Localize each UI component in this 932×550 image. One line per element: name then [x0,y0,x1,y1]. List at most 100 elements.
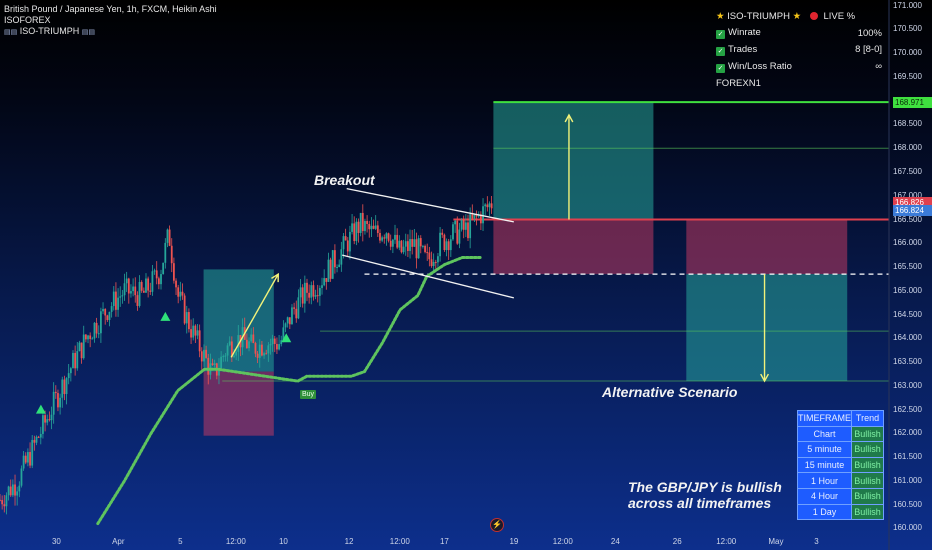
bull-candle [464,222,467,230]
bull-candle [61,379,64,398]
bull-candle [398,240,401,248]
bear-candle [396,234,399,248]
bear-candle [172,263,175,281]
live-label: LIVE % [823,10,856,22]
bear-candle [325,278,328,282]
bear-candle [74,352,77,369]
table-row: 4 Hour Bullish [797,487,884,505]
stats-footer: FOREXN1 [716,75,882,92]
bull-candle [16,491,19,496]
stats-panel: ★ ISO-TRIUMPH ★ LIVE % ✓ Winrate 100% ✓ Tr… [716,8,882,92]
x-tick-label: 12:00 [552,537,573,546]
timeframe-table: TIMEFRAME Trend Chart Bullish 5 minute Bul… [797,410,884,521]
bull-candle [391,239,394,247]
bull-candle [338,264,341,267]
bear-candle [0,499,1,501]
trend-cell: Bullish [851,487,884,505]
bull-candle [82,334,85,359]
bull-candle [11,484,14,496]
bear-candle [426,252,429,254]
bull-candle [286,317,289,324]
bear-candle [293,307,296,309]
bear-candle [170,245,173,264]
bear-candle [211,363,214,366]
stat-value: 100% [857,27,882,39]
bull-candle [422,245,424,247]
bear-candle [486,204,489,208]
bull-candle [271,338,274,345]
bear-candle [140,281,143,291]
bear-candle [136,295,139,306]
bear-candle [245,339,248,349]
y-tick-label: 161.000 [893,475,922,485]
bull-candle [20,468,23,486]
y-tick-label: 167.500 [893,166,922,176]
y-tick-label: 166.500 [893,214,922,224]
loss-zone [493,219,654,275]
bull-candle [370,225,373,230]
bull-candle [284,323,287,328]
bull-candle [263,353,265,356]
bull-candle [381,237,384,241]
bear-candle [389,240,392,247]
bull-candle [449,239,452,251]
bear-candle [54,391,57,394]
stat-label: Winrate [728,27,761,39]
x-tick-label: 12:00 [389,537,410,546]
bull-candle [145,278,147,293]
bear-candle [406,241,409,251]
bear-candle [127,278,130,294]
bear-candle [115,291,117,310]
bear-candle [361,212,364,232]
bear-candle [84,334,87,340]
level-lines [222,101,889,382]
bear-candle [419,238,422,247]
timeframe-cell: 5 minute [797,441,852,458]
y-tick-label: 164.000 [893,333,922,343]
bull-candle [364,220,366,232]
bear-candle [265,353,268,355]
bull-candle [258,344,261,358]
bull-candle [18,485,21,492]
bear-candle [441,232,444,235]
summary-annotation: The GBP/JPY is bullish across all timefr… [628,479,782,511]
bull-candle [323,278,326,286]
timeframe-cell: Chart [797,425,852,443]
bear-candle [411,239,414,247]
summary-line-2: across all timeframes [628,495,772,511]
bull-candle [67,373,70,379]
bear-candle [434,261,437,263]
bull-candle [7,486,10,496]
indicator-label[interactable]: ▤▤ ISO-TRIUMPH ▤▤ [4,26,95,38]
bear-candle [475,214,478,217]
flash-icon[interactable]: ⚡ [490,518,504,532]
bull-candle [76,351,79,369]
y-tick-label: 165.500 [893,262,922,272]
stat-label: Trades [728,43,758,55]
trend-cell: Bullish [851,456,884,474]
bull-candle [93,322,96,339]
bear-candle [430,259,433,267]
x-tick-label: 3 [814,537,819,546]
projection-arrow [230,273,279,358]
bull-candle [151,271,154,292]
bull-candle [297,297,300,319]
bear-candle [344,236,347,241]
bull-candle [164,242,167,263]
bear-candle [424,245,426,253]
bull-candle [355,221,358,242]
brand-label: ISOFOREX [4,15,51,25]
bear-candle [33,439,36,443]
y-tick-label: 167.000 [893,190,922,200]
bear-candle [63,379,66,395]
bull-candle [327,259,330,282]
bear-candle [353,223,356,242]
table-header-row: TIMEFRAME Trend [797,410,884,427]
bear-candle [149,290,152,292]
buy-label: Buy [300,390,317,399]
bull-candle [46,419,49,423]
bear-candle [400,240,403,253]
arrow-head [760,373,769,383]
bull-candle [394,234,396,240]
